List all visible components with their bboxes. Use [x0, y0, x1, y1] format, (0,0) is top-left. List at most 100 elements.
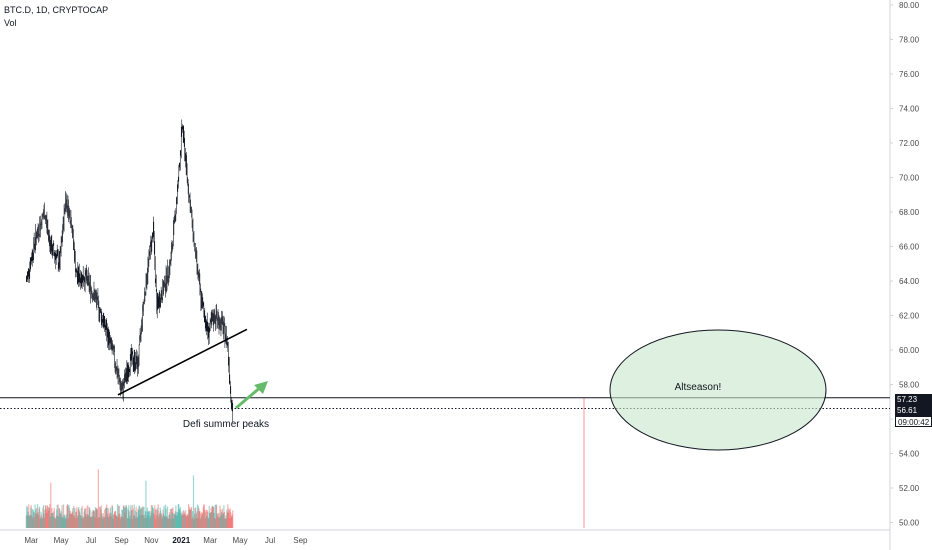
volume-bar: [131, 510, 133, 528]
volume-bar: [100, 505, 102, 528]
volume-bar: [173, 513, 175, 528]
volume-bar: [56, 504, 58, 528]
volume-bar: [63, 514, 66, 528]
volume-bar: [222, 513, 225, 528]
price-tick-label: 50.00: [899, 519, 920, 528]
volume-bar: [174, 511, 176, 528]
volume-bar: [155, 518, 157, 528]
volume-bar: [47, 506, 49, 528]
volume-bar: [51, 507, 53, 528]
volume-bar: [154, 505, 156, 528]
volume-bar: [122, 517, 124, 528]
volume-bar: [37, 515, 40, 528]
volume-bar: [179, 508, 181, 528]
volume-bar: [74, 517, 76, 528]
volume-bar: [193, 518, 195, 528]
volume-bar: [31, 515, 33, 528]
volume-bar: [34, 504, 36, 528]
volume-bar: [149, 515, 151, 528]
volume-bar: [103, 516, 105, 528]
volume-bar: [55, 515, 57, 528]
volume-bar: [36, 513, 38, 528]
volume-bar: [218, 517, 221, 528]
volume-bar: [162, 515, 164, 528]
volume-bar: [130, 505, 132, 528]
volume-bar: [63, 518, 65, 528]
price-tick-label: 78.00: [899, 36, 920, 45]
price-tick-label: 66.00: [899, 243, 920, 252]
volume-bar: [93, 511, 95, 528]
volume-bar: [126, 518, 128, 528]
volume-bar: [148, 510, 150, 528]
volume-bar: [25, 515, 27, 528]
volume-bar: [70, 514, 73, 528]
volume-bar: [81, 517, 83, 528]
volume-bar: [188, 506, 191, 528]
time-tick-label: Jul: [265, 536, 275, 545]
defi-arrow-shaft: [235, 384, 263, 410]
volume-bar: [67, 505, 69, 528]
volume-bar: [210, 512, 212, 528]
price-tick-label: 76.00: [899, 70, 920, 79]
volume-bar: [145, 518, 148, 528]
volume-bar: [92, 509, 95, 528]
volume-bar: [107, 516, 109, 528]
volume-bar: [61, 516, 63, 528]
volume-bar: [194, 508, 196, 528]
price-tick-label: 60.00: [899, 346, 920, 355]
volume-bar: [157, 504, 159, 528]
volume-bar: [97, 469, 99, 528]
volume-bar: [72, 507, 74, 528]
volume-bar: [153, 512, 155, 528]
volume-bar: [111, 516, 113, 528]
volume-bar: [161, 513, 163, 528]
volume-bar: [154, 509, 156, 528]
volume-bar: [59, 508, 61, 528]
volume-bar: [151, 513, 153, 528]
volume-bar: [40, 514, 43, 528]
time-tick-label: Mar: [24, 536, 38, 545]
volume-bar: [175, 505, 177, 528]
volume-bar: [37, 511, 39, 528]
volume-bar: [111, 504, 113, 528]
volume-bar: [82, 518, 84, 528]
time-tick-label: May: [54, 536, 69, 545]
volume-bar: [117, 517, 119, 528]
volume-bar: [86, 513, 88, 528]
volume-bar: [45, 505, 47, 528]
volume-bar: [74, 508, 76, 528]
volume-bar: [200, 513, 202, 528]
price-tick-label: 74.00: [899, 105, 920, 114]
defi-label: Defi summer peaks: [183, 419, 269, 430]
price-tick-label: 70.00: [899, 174, 920, 183]
volume-bar: [149, 518, 151, 528]
volume-bar: [166, 517, 168, 528]
volume-bar: [52, 512, 54, 528]
volume-bar: [68, 508, 71, 528]
volume-bar: [190, 507, 193, 528]
volume-bar: [132, 518, 134, 528]
volume-bar: [64, 517, 67, 528]
volume-bar: [36, 507, 38, 528]
volume-bar: [80, 508, 82, 528]
volume-bar: [178, 509, 180, 528]
volume-bar: [52, 516, 54, 528]
volume-bar: [227, 504, 229, 528]
volume-bar: [139, 508, 142, 528]
volume-bar: [204, 509, 206, 528]
volume-bar: [54, 517, 56, 528]
volume-bar: [137, 508, 139, 528]
volume-bar: [134, 515, 136, 528]
volume-bar: [104, 516, 106, 528]
volume-bar: [123, 505, 125, 528]
price-tick-label: 58.00: [899, 381, 920, 390]
volume-bar: [167, 518, 170, 528]
volume-bar: [156, 507, 158, 528]
volume-bar: [102, 518, 104, 528]
volume-bar: [41, 518, 43, 528]
volume-bar: [147, 511, 150, 528]
volume-bar: [105, 507, 107, 528]
volume-bar: [215, 504, 217, 528]
volume-bar: [165, 508, 167, 528]
